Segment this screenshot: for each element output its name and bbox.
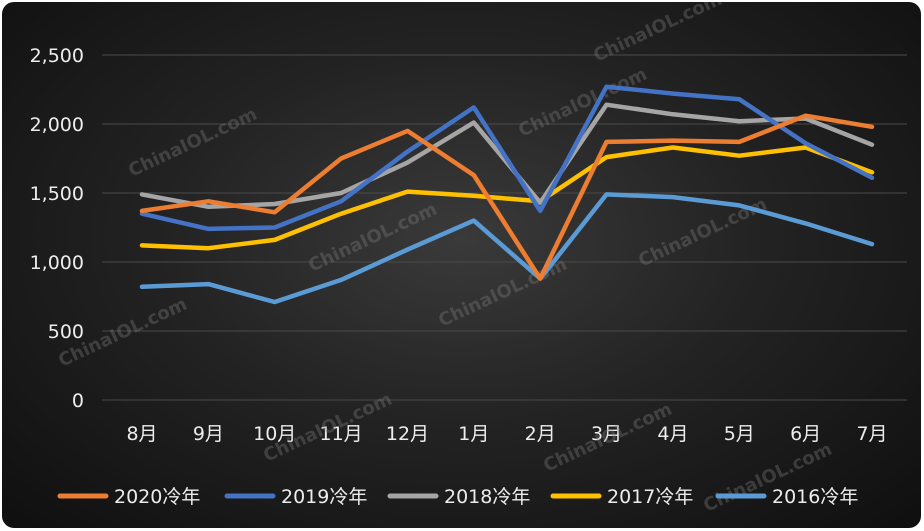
x-tick-label: 4月 <box>657 423 688 445</box>
legend-label: 2018冷年 <box>444 486 530 508</box>
y-tick-label: 500 <box>48 321 84 343</box>
x-tick-label: 12月 <box>386 423 429 445</box>
x-tick-label: 3月 <box>591 423 622 445</box>
legend-label: 2020冷年 <box>114 486 200 508</box>
series-line <box>139 113 875 281</box>
watermark-text: ChinaIOL.com <box>590 2 725 67</box>
legend-label: 2016冷年 <box>772 486 858 508</box>
x-axis-ticks: 8月 9月 10月 11月 12月 1月 2月 3月 4月 5月 6月 7月 <box>126 423 887 445</box>
watermark-text: ChinaIOL.com <box>125 104 260 182</box>
x-tick-label: 5月 <box>724 423 755 445</box>
series-line <box>139 84 875 232</box>
x-tick-label: 2月 <box>525 423 556 445</box>
legend: 2020冷年 2019冷年 2018冷年 2017冷年 2016冷年 <box>57 486 858 508</box>
legend-label: 2017冷年 <box>607 486 693 508</box>
y-tick-label: 2,500 <box>30 45 84 67</box>
x-tick-label: 6月 <box>790 423 821 445</box>
watermark-text: ChinaIOL.com <box>540 399 675 477</box>
x-tick-label: 8月 <box>126 423 157 445</box>
legend-label: 2019冷年 <box>281 486 367 508</box>
series-lines <box>139 84 875 305</box>
watermark-text: ChinaIOL.com <box>635 194 770 272</box>
gridlines <box>102 54 907 401</box>
y-axis-ticks: 0 500 1,000 1,500 2,000 2,500 <box>30 45 84 412</box>
y-tick-label: 0 <box>72 390 84 412</box>
x-tick-label: 9月 <box>193 423 224 445</box>
watermarks: ChinaIOL.com ChinaIOL.com ChinaIOL.com Chin… <box>55 2 835 517</box>
x-tick-label: 1月 <box>458 423 489 445</box>
y-tick-label: 1,000 <box>30 252 84 274</box>
y-tick-label: 1,500 <box>30 183 84 205</box>
x-tick-label: 10月 <box>253 423 296 445</box>
x-tick-label: 7月 <box>856 423 887 445</box>
series-line <box>139 192 875 305</box>
y-tick-label: 2,000 <box>30 114 84 136</box>
x-tick-label: 11月 <box>319 423 362 445</box>
series-line <box>139 145 875 251</box>
